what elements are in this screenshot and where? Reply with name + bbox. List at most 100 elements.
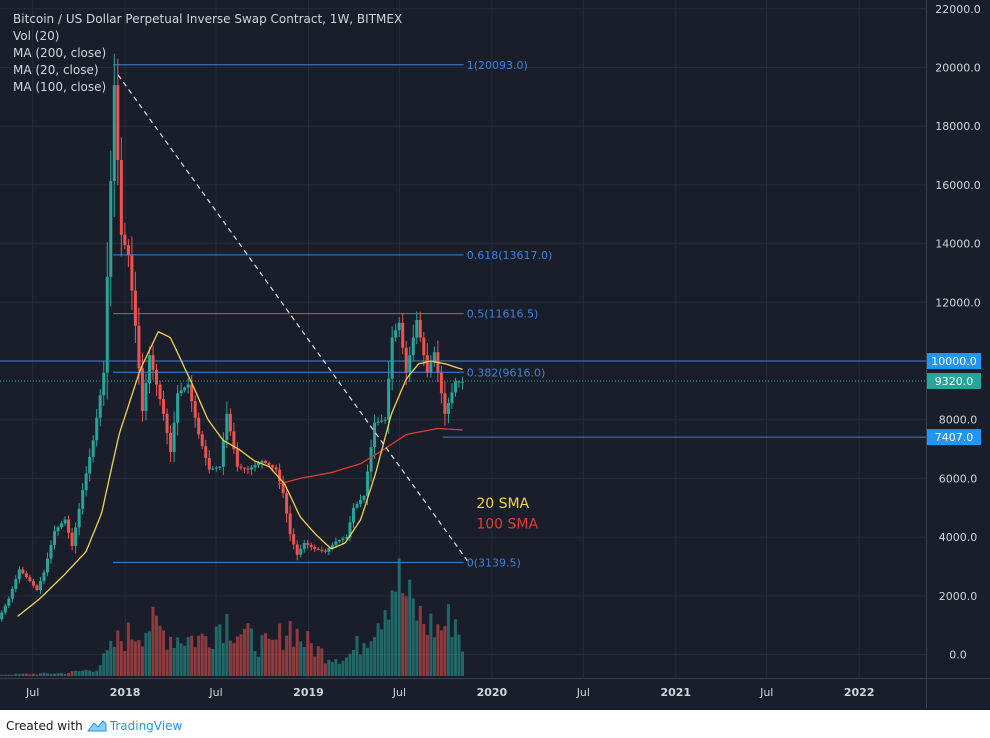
volume-bar — [200, 633, 204, 676]
volume-bar — [348, 653, 352, 676]
volume-bar — [387, 619, 391, 676]
volume-bar — [42, 672, 46, 676]
annotation-label: 100 SMA — [476, 516, 538, 532]
volume-bar — [390, 590, 394, 676]
volume-bar — [453, 619, 457, 676]
candle-body — [70, 532, 74, 546]
tradingview-link[interactable]: TradingView — [109, 719, 183, 733]
volume-bar — [285, 635, 289, 676]
volume-bar — [17, 674, 21, 676]
price-axis-labels: 10000.0 9320.0 7407.0 — [927, 353, 981, 446]
volume-bar — [77, 671, 81, 676]
candle-body — [98, 395, 102, 418]
ma-100-line — [277, 427, 463, 485]
price-axis-label-box — [927, 353, 981, 370]
time-tick-label: 2019 — [293, 686, 324, 699]
fibonacci-retracement[interactable]: 1(20093.0) 0.618(13617.0) 0.5(11616.5) 0.38… — [113, 59, 552, 570]
volume-bar — [446, 604, 450, 676]
volume-bar — [355, 635, 359, 676]
volume-bar — [249, 628, 253, 676]
volume-bar — [436, 624, 440, 676]
volume-bar — [95, 670, 99, 676]
volume-bar — [10, 674, 14, 676]
volume-bar — [260, 635, 264, 676]
volume-bar — [56, 673, 60, 676]
volume-bar — [397, 558, 401, 676]
volume-bar — [281, 650, 285, 676]
candle-body — [415, 319, 419, 338]
volume-bar — [67, 672, 71, 676]
volume-bar — [88, 670, 92, 676]
volume-bar — [299, 641, 303, 676]
legend-title: Bitcoin / US Dollar Perpetual Inverse Sw… — [13, 12, 402, 26]
volume-bar — [439, 630, 443, 676]
candle-body — [176, 393, 180, 423]
volume-bar — [450, 637, 454, 676]
volume-bar — [155, 615, 159, 676]
volume-bar — [70, 671, 74, 676]
legend-ma-200: MA (200, close) — [13, 46, 106, 60]
volume-bar — [151, 606, 155, 676]
candle-body — [450, 392, 454, 404]
volume-bar — [373, 637, 377, 676]
price-tick-label: 22000.0 — [935, 3, 981, 16]
volume-bar — [165, 649, 169, 676]
candle-body — [418, 319, 422, 338]
candle-body — [323, 550, 327, 552]
candle-body — [359, 499, 363, 504]
candle-body — [130, 255, 134, 291]
time-tick-label: Jul — [576, 686, 590, 699]
price-axis-label-box — [927, 429, 981, 446]
volume-bar — [14, 673, 18, 676]
volume-bar — [415, 620, 419, 676]
volume-bar — [211, 648, 215, 676]
candle-body — [429, 362, 433, 373]
volume-bar — [376, 623, 380, 676]
volume-bar — [418, 605, 422, 676]
candle-body — [49, 544, 53, 559]
time-tick-label: Jul — [392, 686, 406, 699]
volume-bar — [109, 640, 113, 676]
volume-bar — [292, 646, 296, 676]
candle-body — [193, 401, 197, 418]
candle-body — [14, 579, 18, 589]
candle-body — [355, 503, 359, 508]
volume-bar — [383, 610, 387, 676]
price-tick-label: 14000.0 — [935, 238, 981, 251]
trendline[interactable] — [117, 74, 468, 561]
candle-body — [74, 527, 78, 546]
footer: Created with TradingView — [6, 716, 182, 736]
volume-bar — [137, 640, 141, 676]
candle-body — [313, 546, 317, 549]
volume-bar — [408, 579, 412, 676]
candle-body — [341, 538, 345, 541]
volume-bar — [341, 660, 345, 676]
candle-body — [394, 330, 398, 338]
volume-bar — [140, 646, 144, 676]
candle-body — [126, 245, 130, 256]
candle-body — [299, 548, 303, 555]
volume-bar — [53, 673, 57, 676]
candle-body — [404, 347, 408, 373]
time-tick-label: 2021 — [660, 686, 691, 699]
price-axis-label-text: 9320.0 — [935, 375, 974, 388]
volume-bar — [190, 635, 194, 676]
candle-body — [17, 569, 21, 580]
candle-body — [397, 322, 401, 331]
candle-body — [453, 381, 457, 393]
volume-bar — [214, 626, 218, 676]
volume-bar — [457, 634, 461, 676]
candle-body — [28, 577, 32, 582]
candle-body — [225, 413, 229, 441]
volume-bar — [257, 656, 261, 676]
volume-bar — [98, 665, 102, 676]
volume-bar — [3, 674, 7, 676]
candle-body — [105, 276, 109, 373]
candle-body — [239, 466, 243, 468]
candle-body — [162, 399, 166, 414]
volume-bar — [432, 637, 436, 676]
volume-bar — [264, 633, 268, 676]
time-axis[interactable]: Jul 2018 Jul 2019 Jul 2020 Jul 2021 Jul 2022 — [25, 686, 874, 699]
volume-bar — [0, 674, 4, 676]
